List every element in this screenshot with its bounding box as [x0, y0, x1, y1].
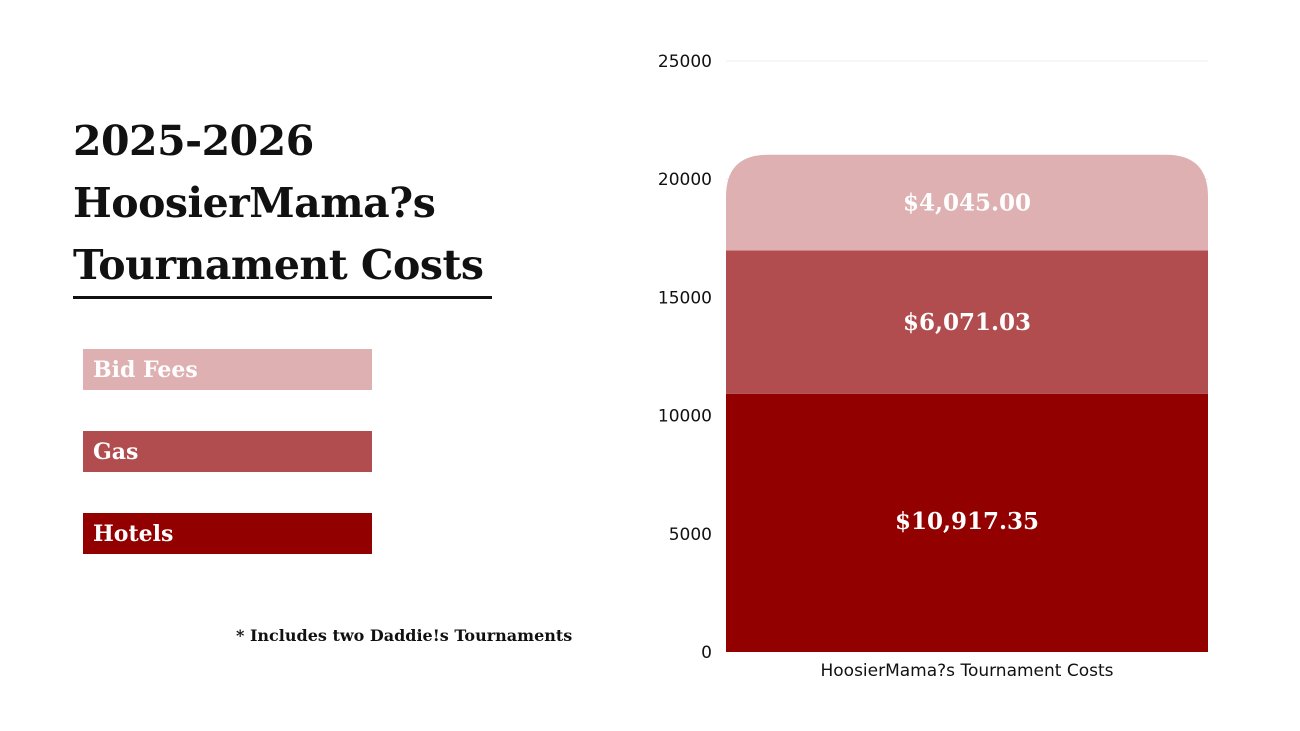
title-line-subject: Tournament Costs: [73, 241, 484, 289]
bars: [726, 154, 1208, 652]
y-tick-label: 5000: [669, 525, 712, 545]
legend-label: Hotels: [93, 521, 174, 547]
bar-data-label: $10,917.35: [895, 508, 1039, 535]
bar-segment-gas: [726, 250, 1208, 394]
y-tick-label: 0: [701, 643, 712, 663]
legend-label: Bid Fees: [93, 357, 198, 383]
y-axis-ticks: 0 5000 10000 15000 20000 25000: [658, 52, 712, 663]
bar-labels: $10,917.35 $6,071.03 $4,045.00: [895, 190, 1039, 535]
bar-data-label: $6,071.03: [903, 309, 1031, 336]
title-line-year: 2025-2026: [73, 117, 314, 165]
x-axis: HoosierMama?s Tournament Costs: [820, 661, 1113, 681]
footnote: * Includes two Daddie!s Tournaments: [236, 626, 573, 645]
legend-item-bid-fees: Bid Fees: [83, 349, 372, 390]
y-tick-label: 25000: [658, 52, 712, 72]
legend-item-gas: Gas: [83, 431, 372, 472]
y-tick-label: 10000: [658, 407, 712, 427]
bar-data-label: $4,045.00: [903, 190, 1031, 217]
title-underline: [73, 296, 492, 299]
legend-label: Gas: [93, 439, 139, 465]
page-title: 2025-2026 HoosierMama?s Tournament Costs: [73, 110, 484, 296]
y-tick-label: 20000: [658, 170, 712, 190]
x-category-label: HoosierMama?s Tournament Costs: [820, 661, 1113, 681]
bar-segment-hotels: [726, 393, 1208, 652]
legend-item-hotels: Hotels: [83, 513, 372, 554]
title-line-owner: HoosierMama?s: [73, 179, 436, 227]
bar-segment-bid-fees: [726, 154, 1208, 251]
y-tick-label: 15000: [658, 288, 712, 308]
